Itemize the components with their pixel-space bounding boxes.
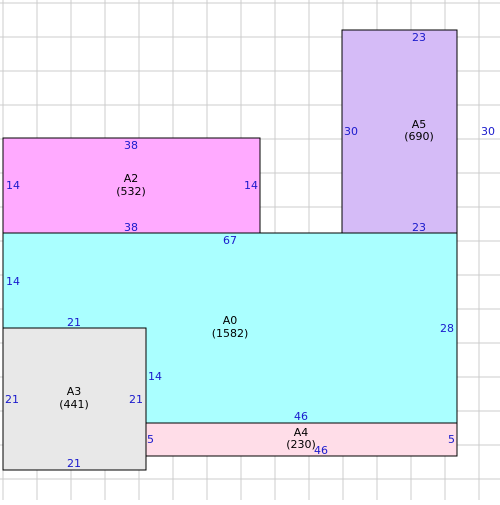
area-A3-value: (441) <box>59 398 89 411</box>
area-A2-name: A2 <box>124 172 139 185</box>
area-A3-right-dimension: 21 <box>129 393 143 406</box>
area-A2-value: (532) <box>116 185 146 198</box>
area-A2-left-dimension: 14 <box>6 179 20 192</box>
area-A5-right-dimension: 30 <box>481 125 495 138</box>
area-A0-left-dimension: 14 <box>6 275 20 288</box>
area-A0-name: A0 <box>223 314 238 327</box>
area-A3-bottom-dimension: 21 <box>67 457 81 470</box>
area-A0-value: (1582) <box>212 327 249 340</box>
area-A5-value: (690) <box>404 130 434 143</box>
area-A5[interactable] <box>341 29 458 234</box>
area-A4-left-dimension: 5 <box>147 433 154 446</box>
area-A0-bottom-dimension: 46 <box>294 410 308 423</box>
area-A4-name: A4 <box>294 426 309 439</box>
area-A5-left-dimension: 30 <box>344 125 358 138</box>
area-A3-name: A3 <box>67 385 82 398</box>
area-A5-bottom-dimension: 23 <box>412 221 426 234</box>
area-A4-right-dimension: 5 <box>448 433 455 446</box>
area-A0-right-dimension: 28 <box>440 322 454 335</box>
area-A2-bottom-dimension: 38 <box>124 221 138 234</box>
area-A2-right-dimension: 14 <box>244 179 258 192</box>
area-A4[interactable] <box>145 422 458 457</box>
area-A3-left-dimension: 21 <box>5 393 19 406</box>
area-A4-rect[interactable] <box>145 422 458 457</box>
area-A5-name: A5 <box>412 118 427 131</box>
area-A3-rect[interactable] <box>2 327 147 471</box>
area-A4-bottom-dimension: 46 <box>314 444 328 457</box>
area-A4-value: (230) <box>286 438 316 451</box>
area-A0-top-dimension: 67 <box>223 234 237 247</box>
area-A5-rect[interactable] <box>341 29 458 234</box>
area-A2-rect[interactable] <box>2 137 261 234</box>
area-A3-edge-dimension: 14 <box>148 370 162 383</box>
area-A3-top-dimension: 21 <box>67 316 81 329</box>
area-A5-top-dimension: 23 <box>412 31 426 44</box>
area-A3[interactable] <box>2 327 147 471</box>
area-A2-top-dimension: 38 <box>124 139 138 152</box>
area-A2[interactable] <box>2 137 261 234</box>
